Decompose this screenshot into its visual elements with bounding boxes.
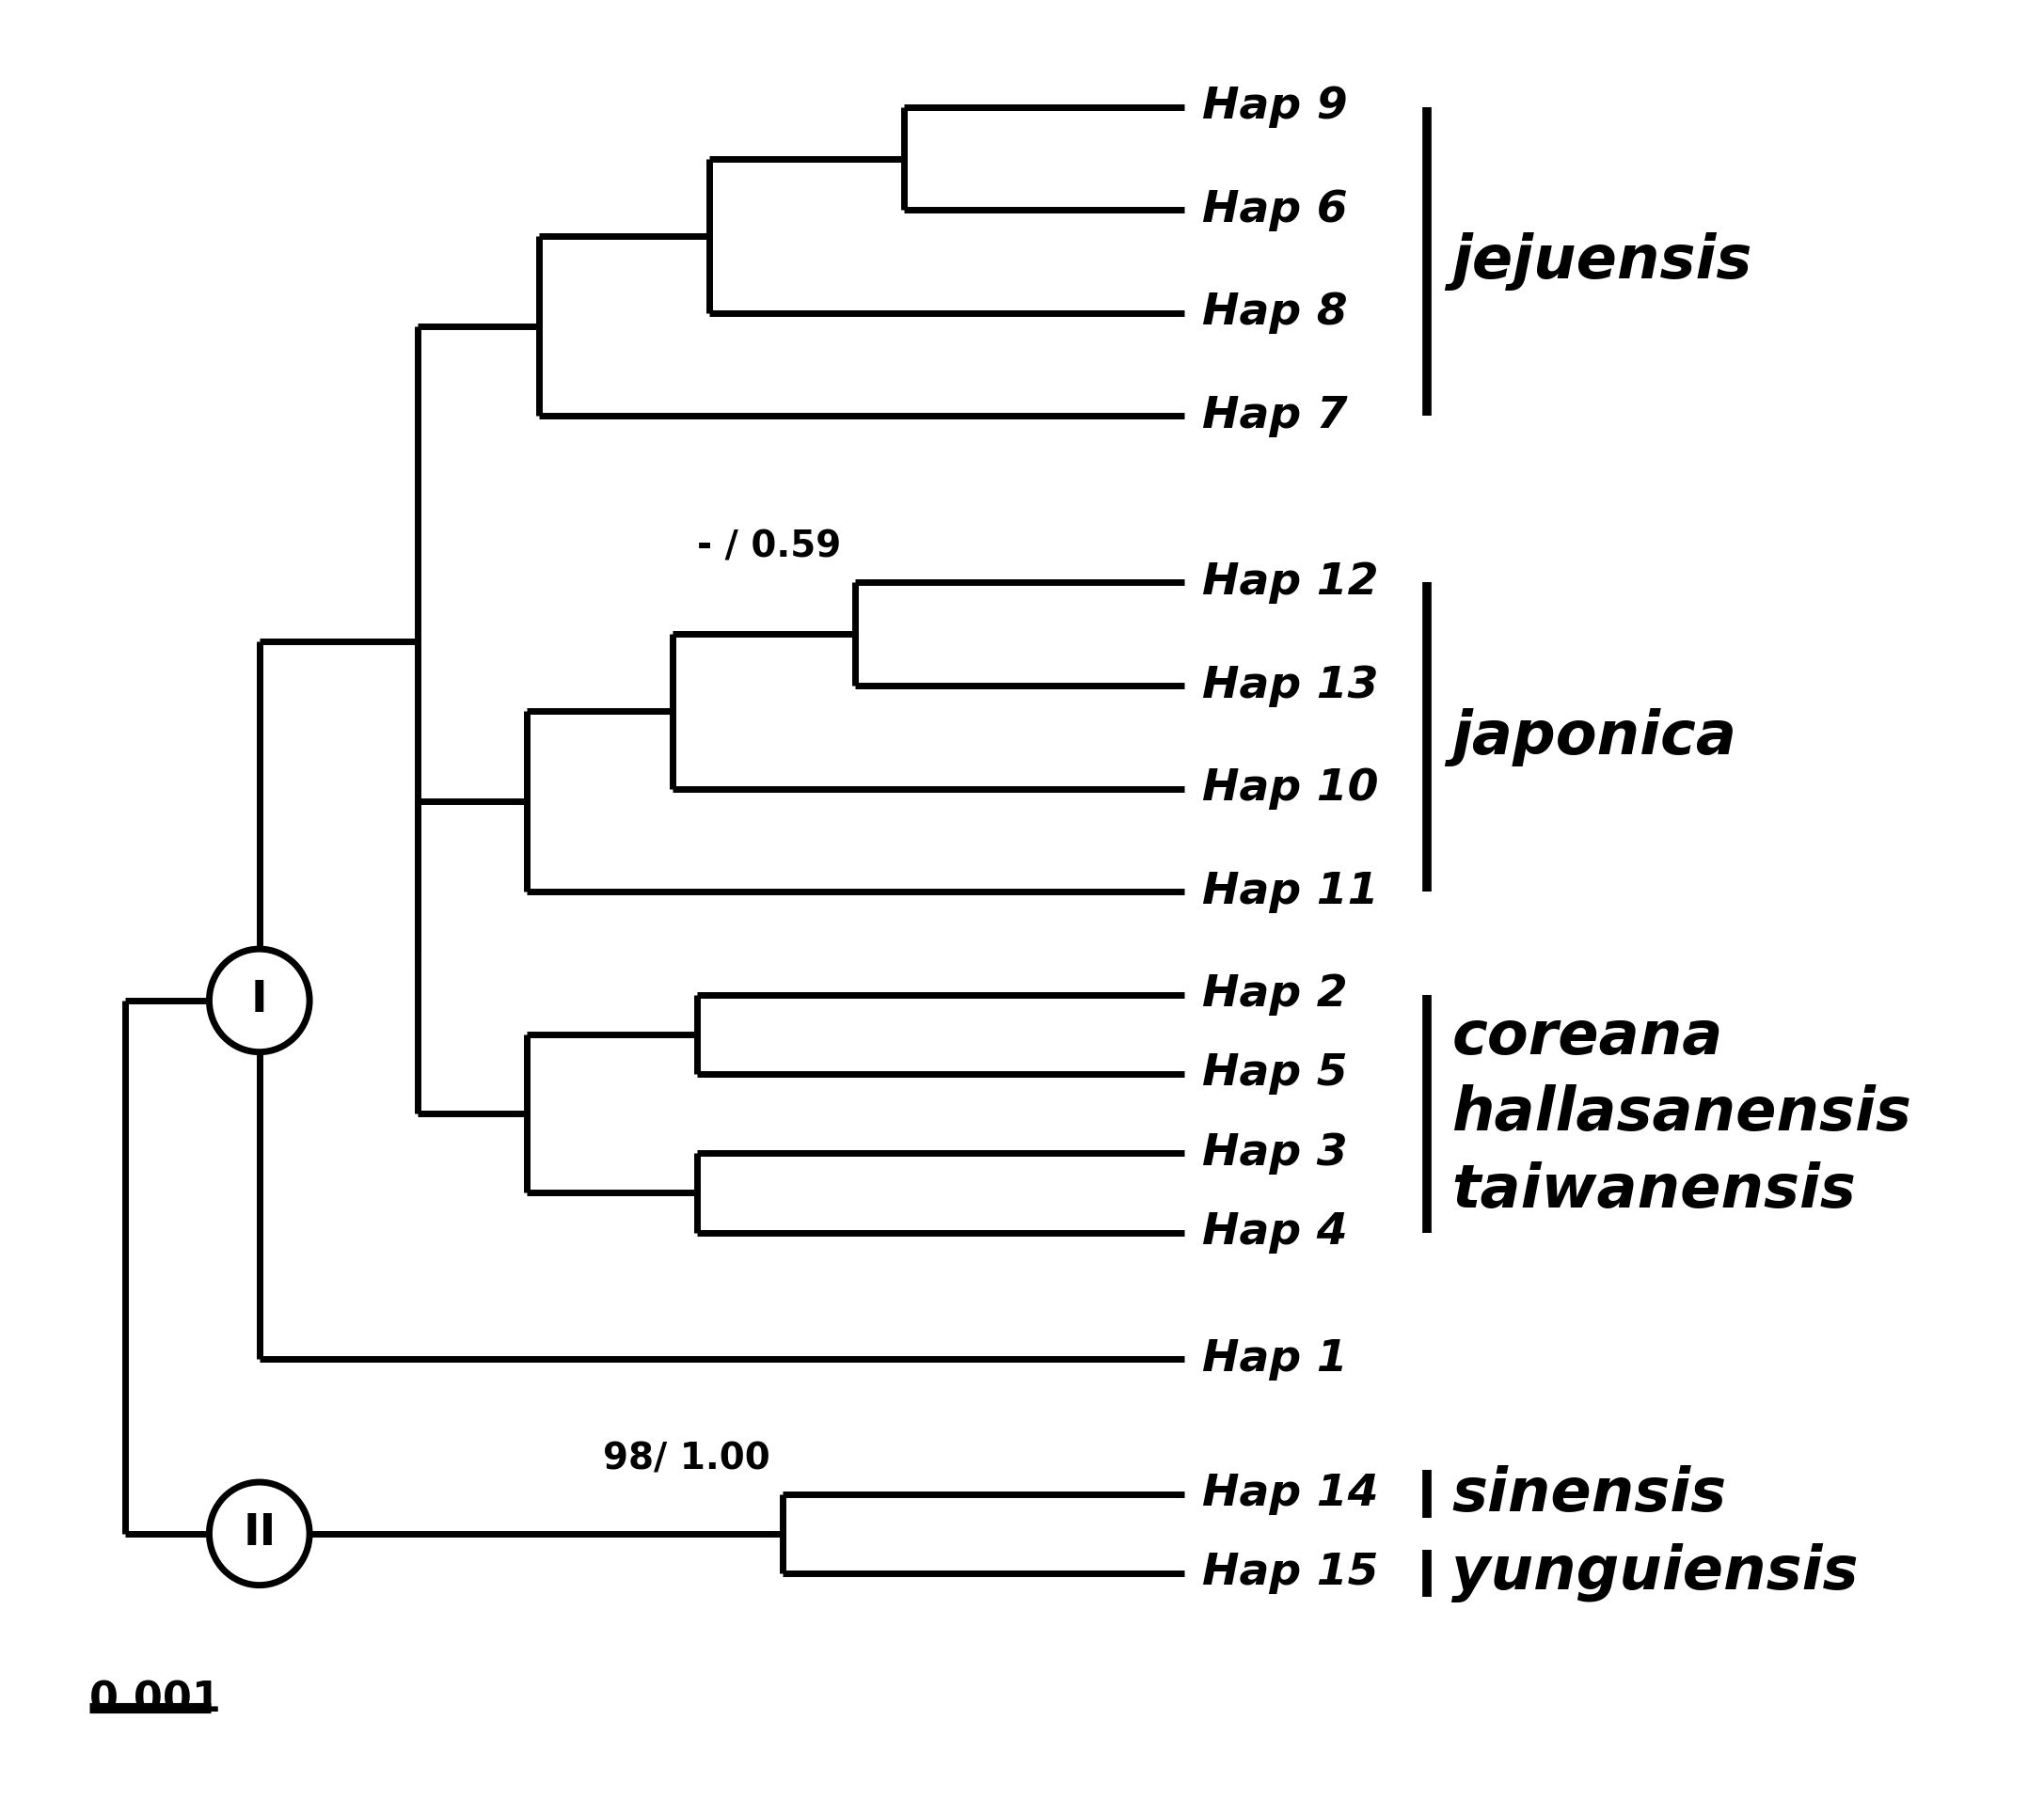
Ellipse shape (208, 1483, 309, 1584)
Text: Hap 11: Hap 11 (1202, 871, 1378, 913)
Text: - / 0.59: - / 0.59 (697, 530, 840, 564)
Text: Hap 6: Hap 6 (1202, 189, 1347, 231)
Text: Hap 4: Hap 4 (1202, 1211, 1347, 1254)
Text: 0.001: 0.001 (90, 1681, 221, 1721)
Text: yunguiensis: yunguiensis (1451, 1545, 1858, 1603)
Text: Hap 1: Hap 1 (1202, 1338, 1347, 1381)
Text: Hap 2: Hap 2 (1202, 973, 1347, 1016)
Text: jejuensis: jejuensis (1451, 232, 1752, 290)
Text: coreana
hallasanensis
taiwanensis: coreana hallasanensis taiwanensis (1451, 1007, 1911, 1220)
Ellipse shape (208, 949, 309, 1053)
Text: Hap 12: Hap 12 (1202, 561, 1378, 604)
Text: I: I (251, 980, 268, 1022)
Text: Hap 7: Hap 7 (1202, 396, 1347, 437)
Text: Hap 15: Hap 15 (1202, 1552, 1378, 1594)
Text: Hap 10: Hap 10 (1202, 768, 1378, 809)
Text: Hap 3: Hap 3 (1202, 1133, 1347, 1174)
Text: II: II (243, 1512, 276, 1555)
Text: japonica: japonica (1451, 708, 1737, 766)
Text: sinensis: sinensis (1451, 1465, 1727, 1523)
Text: Hap 5: Hap 5 (1202, 1053, 1347, 1094)
Text: Hap 14: Hap 14 (1202, 1474, 1378, 1516)
Text: Hap 9: Hap 9 (1202, 85, 1347, 129)
Text: Hap 13: Hap 13 (1202, 664, 1378, 706)
Text: Hap 8: Hap 8 (1202, 292, 1347, 334)
Text: 98/ 1.00: 98/ 1.00 (603, 1441, 771, 1477)
